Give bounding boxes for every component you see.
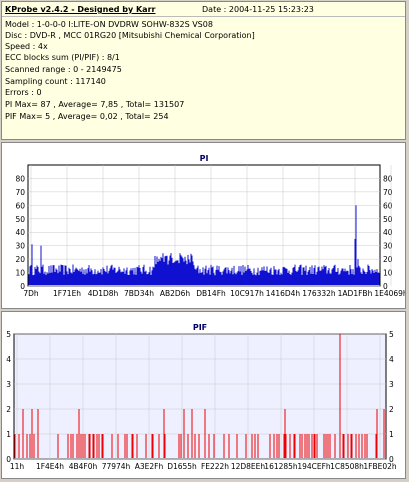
y-tick-label-right: 0 <box>389 455 394 464</box>
x-tick-label: 1C8508h <box>330 462 364 471</box>
y-tick-label-right: 0 <box>383 282 388 291</box>
x-tick-label: 4B4F0h <box>69 462 98 471</box>
x-tick-label: 1F71Eh <box>53 289 81 298</box>
info-panel: KProbe v2.4.2 - Designed by Karr Date : … <box>1 1 406 140</box>
app-title: KProbe v2.4.2 - Designed by Karr <box>5 5 156 14</box>
pi-chart: PI 0 0 10 10 20 20 30 30 40 40 50 50 60 60 70 70 80 80 7Dh 1… <box>15 154 407 298</box>
y-tick-label-right: 70 <box>383 188 393 197</box>
y-tick-label-left: 40 <box>15 228 25 237</box>
speed-line: Speed : 4x <box>5 42 48 51</box>
pif-chart: PIF 0 0 1 1 2 2 3 3 4 4 5 5 11h 1F4E4h 4B4F0h 77974h A3E2… <box>6 323 397 471</box>
x-tick-label: 194CEFh <box>297 462 331 471</box>
y-tick-label-right: 10 <box>383 269 393 278</box>
y-tick-label-left: 0 <box>6 455 11 464</box>
header-separator <box>2 16 405 17</box>
x-tick-label: D1655h <box>167 462 197 471</box>
y-tick-label-right: 2 <box>389 405 394 414</box>
y-tick-label-left: 3 <box>6 380 11 389</box>
y-tick-label-right: 4 <box>389 355 394 364</box>
x-tick-label: 7BD34h <box>124 289 154 298</box>
y-tick-label-left: 0 <box>20 282 25 291</box>
x-tick-label: 1AD1FBh <box>338 289 373 298</box>
pi-stats-line: PI Max= 87 , Average= 7,85 , Total= 1315… <box>5 100 185 109</box>
x-tick-label: FE222h <box>201 462 229 471</box>
pi-series <box>28 205 380 285</box>
pif-stats-line: PIF Max= 5 , Average= 0,02 , Total= 254 <box>5 112 169 121</box>
x-tick-label: 4D1D8h <box>88 289 119 298</box>
x-tick-label: 11h <box>10 462 25 471</box>
y-tick-label-left: 1 <box>6 430 11 439</box>
x-tick-label: 77974h <box>102 462 131 471</box>
plot-area <box>27 164 381 287</box>
x-tick-label: 12D8EEh <box>231 462 266 471</box>
x-tick-label: 10C917h <box>230 289 264 298</box>
x-tick-label: AB2D6h <box>160 289 191 298</box>
y-tick-label-right: 1 <box>389 430 394 439</box>
y-tick-label-left: 70 <box>15 188 25 197</box>
x-tick-label: DB14Fh <box>196 289 226 298</box>
y-tick-label-right: 40 <box>383 228 393 237</box>
pi-chart-panel: PI 0 0 10 10 20 20 30 30 40 40 50 50 60 60 70 70 80 80 7Dh 1… <box>1 142 408 309</box>
y-tick-label-right: 20 <box>383 255 393 264</box>
range-line: Scanned range : 0 - 2149475 <box>5 65 122 74</box>
y-tick-label-left: 2 <box>6 405 11 414</box>
x-tick-label: A3E2Fh <box>135 462 164 471</box>
y-tick-label-left: 5 <box>6 330 11 339</box>
x-tick-label: 1416D4h <box>266 289 301 298</box>
x-tick-label: 161285h <box>264 462 298 471</box>
ecc-line: ECC blocks sum (PI/PIF) : 8/1 <box>5 53 120 62</box>
x-tick-label: 176332h <box>302 289 336 298</box>
y-tick-label-right: 5 <box>389 330 394 339</box>
x-tick-label: 1FBE02h <box>363 462 397 471</box>
pif-series <box>14 334 385 458</box>
y-tick-label-left: 50 <box>15 215 25 224</box>
pif-chart-panel: PIF 0 0 1 1 2 2 3 3 4 4 5 5 11h 1F4E4h 4B4F0h 77974h A3E2… <box>1 311 406 479</box>
y-tick-label-left: 4 <box>6 355 11 364</box>
y-tick-label-left: 30 <box>15 242 25 251</box>
y-tick-label-left: 60 <box>15 201 25 210</box>
sampling-line: Sampling count : 117140 <box>5 77 106 86</box>
y-tick-label-right: 30 <box>383 242 393 251</box>
y-tick-label-right: 3 <box>389 380 394 389</box>
chart-title: PIF <box>193 323 207 332</box>
model-line: Model : 1-0-0-0 I:LITE-ON DVDRW SOHW-832… <box>5 20 213 29</box>
disc-line: Disc : DVD-R , MCC 01RG20 [Mitsubishi Ch… <box>5 31 255 40</box>
chart-title: PI <box>200 154 209 163</box>
y-tick-label-right: 60 <box>383 201 393 210</box>
x-tick-label: 1F4E4h <box>36 462 64 471</box>
y-tick-label-left: 20 <box>15 255 25 264</box>
x-tick-label: 1E4069h <box>374 289 405 298</box>
scan-date: Date : 2004-11-25 15:23:23 <box>202 5 314 14</box>
y-tick-label-left: 80 <box>15 174 25 183</box>
y-tick-label-right: 50 <box>383 215 393 224</box>
y-tick-label-right: 80 <box>383 174 393 183</box>
y-tick-label-left: 10 <box>15 269 25 278</box>
x-tick-label: 7Dh <box>23 289 39 298</box>
errors-line: Errors : 0 <box>5 88 42 97</box>
